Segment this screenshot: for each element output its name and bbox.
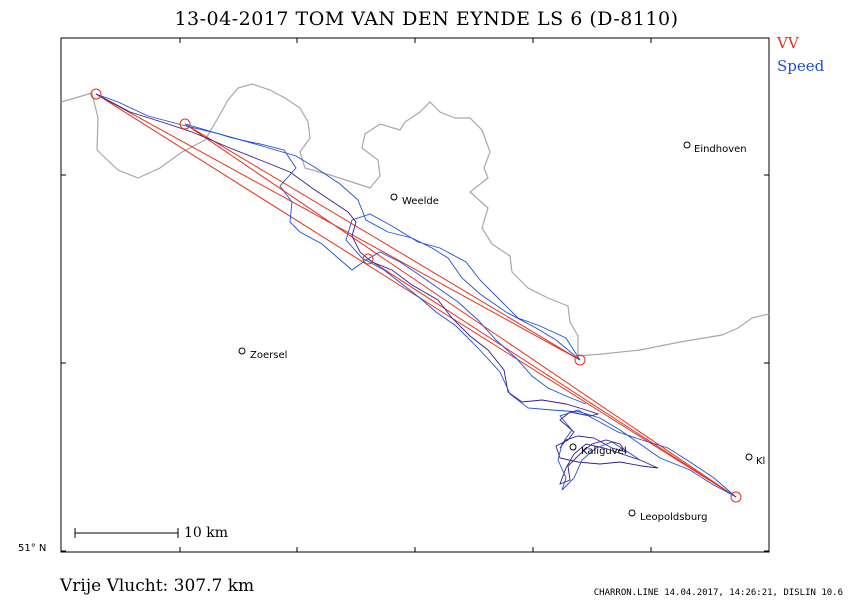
speed-track-upper [184, 123, 587, 405]
distance-label: Vrije Vlucht: 307.7 km [60, 576, 255, 596]
latitude-label: 51° N [18, 543, 47, 554]
scale-label: 10 km [184, 525, 229, 541]
turnpoints [90, 88, 742, 503]
speed-track [95, 93, 737, 498]
turnpoint-marker [179, 118, 191, 130]
flight-track [95, 93, 659, 485]
town-marker [628, 509, 636, 517]
turnpoint-marker [90, 88, 102, 100]
turnpoint-marker [362, 253, 374, 265]
map-title: 13-04-2017 TOM VAN DEN EYNDE LS 6 (D-811… [174, 8, 679, 30]
town-markers [238, 141, 753, 517]
turnpoint-marker [730, 491, 742, 503]
town-marker [745, 453, 753, 461]
legend-vv: VV [777, 34, 799, 52]
town-marker [390, 193, 398, 201]
town-label: Leopoldsburg [640, 512, 708, 523]
border-line [60, 83, 770, 357]
town-label: Eindhoven [694, 144, 747, 155]
town-label: Zoersel [250, 350, 288, 361]
scale-bar [74, 528, 179, 538]
town-label: Weelde [402, 196, 439, 207]
town-label: Kaliguvel [581, 446, 627, 457]
town-marker [569, 443, 577, 451]
legend-speed: Speed [777, 57, 825, 75]
town-marker [683, 141, 691, 149]
turnpoint-marker [574, 354, 586, 366]
frame-ticks [61, 38, 769, 552]
task-legs [95, 93, 737, 498]
town-label: Kl [756, 456, 766, 467]
town-marker [238, 347, 246, 355]
footer-info: CHARRON.LINE 14.04.2017, 14:26:21, DISLI… [593, 588, 843, 598]
